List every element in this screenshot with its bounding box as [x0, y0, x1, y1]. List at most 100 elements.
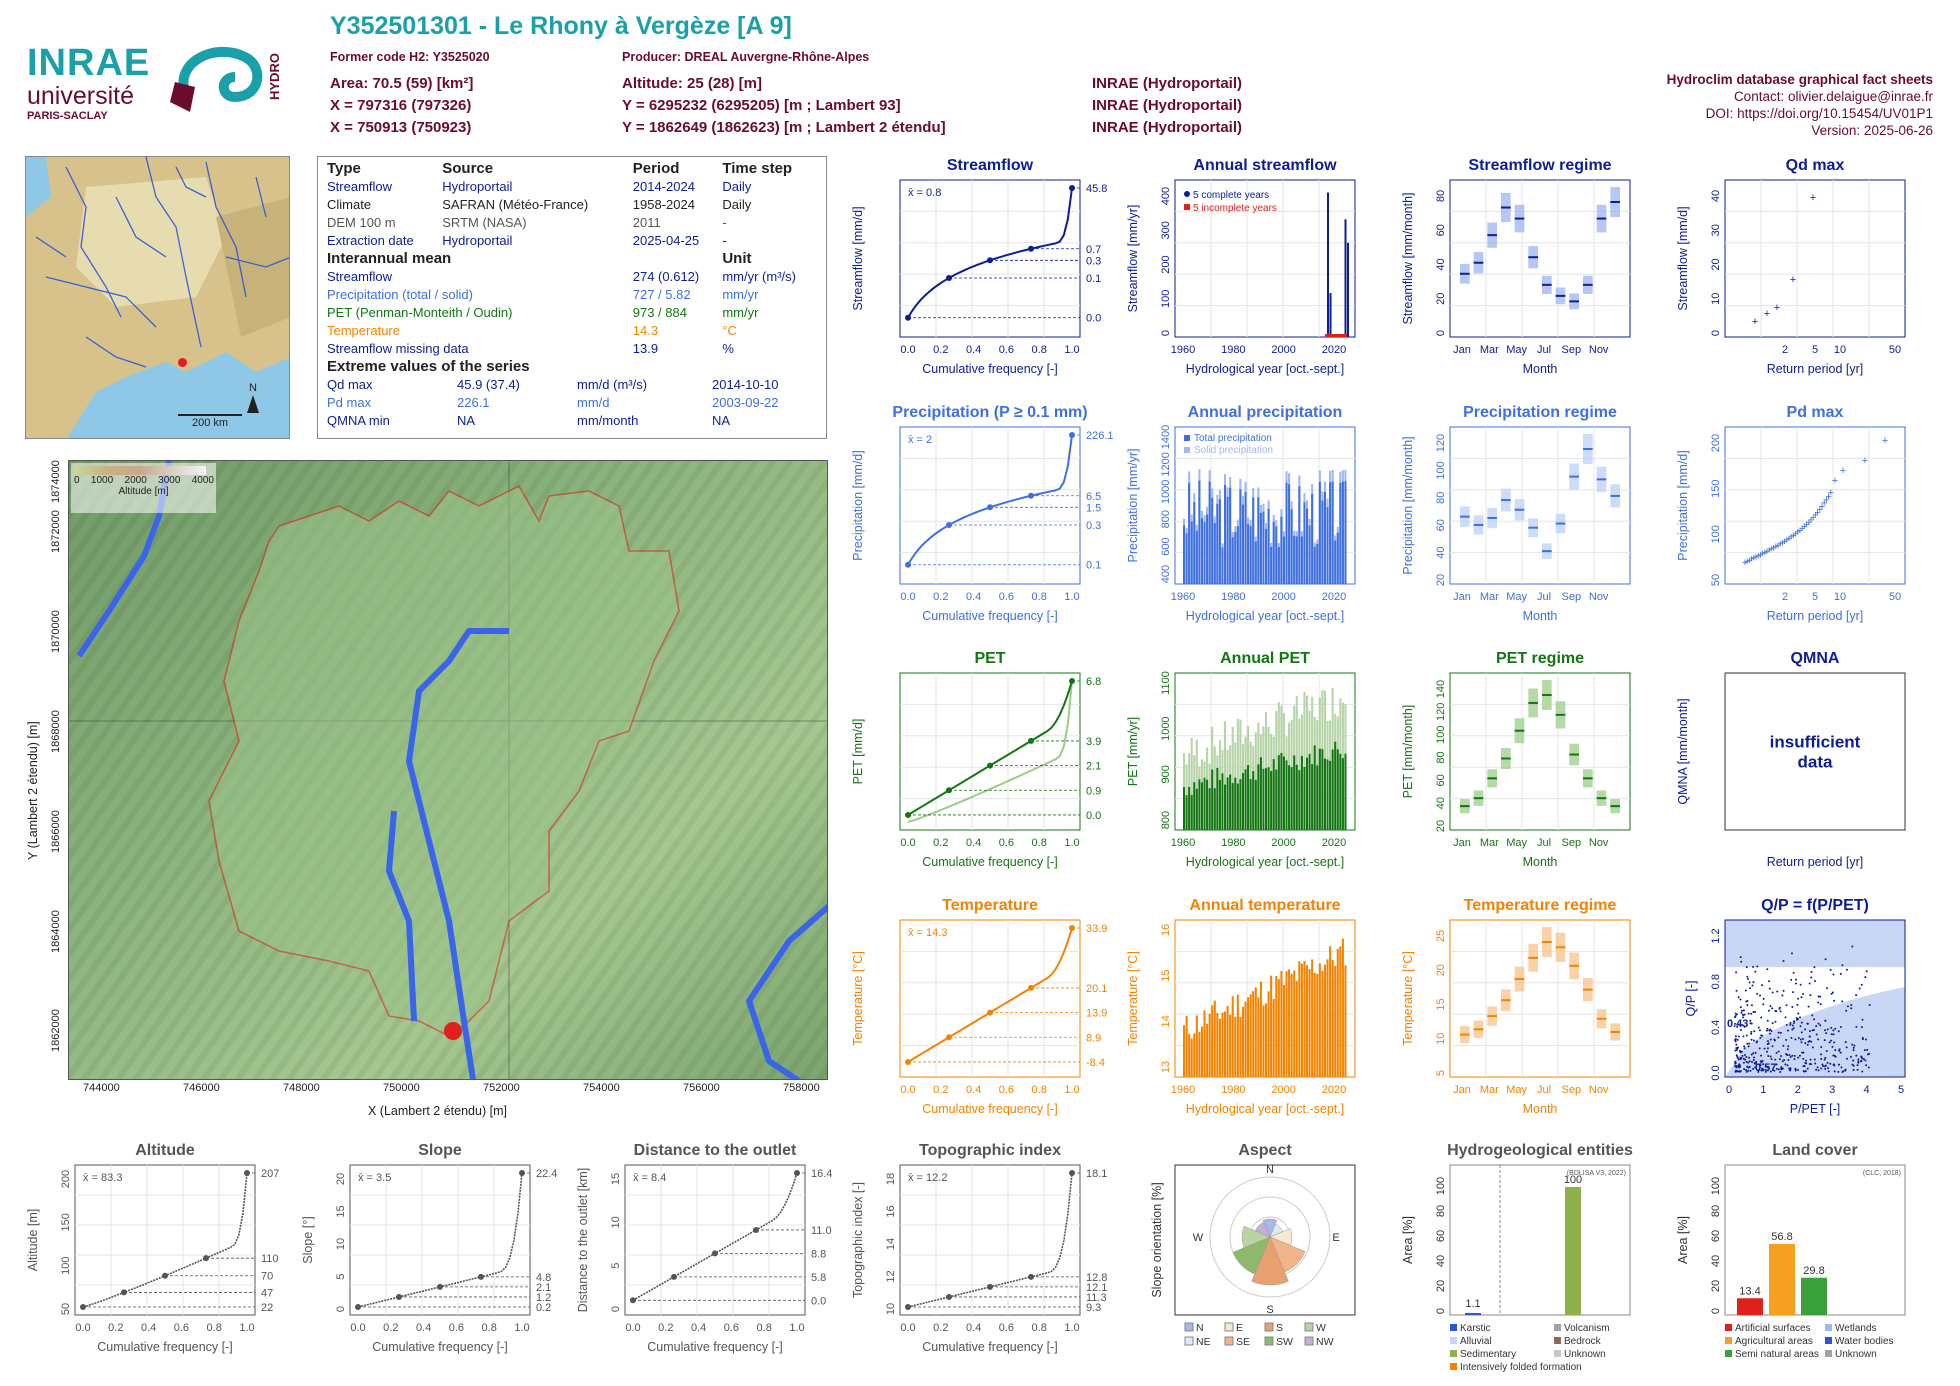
precip-regime-chart: Precipitation regime Precipitation [mm/mo… [1401, 404, 1631, 623]
data-point [1839, 1051, 1842, 1054]
tick-label: Nov [1589, 1084, 1609, 1096]
data-point [1749, 1019, 1752, 1022]
legend-text: Unknown [1835, 1349, 1877, 1360]
data-point [1782, 960, 1785, 963]
plot-frame [349, 1164, 531, 1316]
data-point [1791, 1028, 1794, 1031]
axis-label: Slope [°] [301, 1216, 315, 1263]
streamflow-cdf-chart: Streamflow Streamflow [mm/d] Cumulative fr… [851, 157, 1107, 376]
data-point [1750, 1004, 1753, 1007]
chart-title: Streamflow regime [1468, 157, 1611, 174]
data-point [1791, 1005, 1794, 1008]
data-point [1743, 1025, 1746, 1028]
data-point: + [1748, 554, 1754, 566]
tick-label: 0 [1726, 1084, 1732, 1096]
legend-text: 5 complete years [1193, 190, 1269, 201]
data-point [1789, 1023, 1792, 1026]
data-point [1762, 997, 1765, 1000]
version: Version: 2025-06-26 [1811, 123, 1933, 138]
legend-text: Alluvial [1460, 1336, 1492, 1347]
series-line [632, 1172, 798, 1301]
data-point [1743, 1068, 1746, 1071]
tick-label: 2.1 [536, 1282, 551, 1294]
precip-cdf-chart: Precipitation (P ≥ 0.1 mm) Precipitation … [851, 404, 1114, 623]
bar [1303, 960, 1306, 1077]
bar [1224, 784, 1227, 830]
data-point [1814, 980, 1817, 983]
bar [1254, 779, 1257, 830]
data-point [1777, 1050, 1780, 1053]
data-point: + [1746, 555, 1752, 567]
chart-title: Temperature regime [1464, 897, 1617, 914]
th-step: Time step [722, 160, 793, 177]
bar [1321, 970, 1324, 1077]
bar [1195, 739, 1198, 830]
bar [1265, 529, 1268, 584]
data-point [1808, 1029, 1811, 1032]
tick-label: 33.9 [1086, 923, 1107, 935]
tick-label: 120 [1435, 434, 1447, 452]
tick-label: 200 [1710, 434, 1722, 452]
data-point [1852, 1059, 1855, 1062]
tick-label: 1980 [1221, 591, 1245, 603]
bar [1244, 769, 1247, 830]
tick-label: 13.9 [1086, 1008, 1107, 1020]
bar [1326, 507, 1329, 584]
chart-title: Precipitation (P ≥ 0.1 mm) [892, 404, 1087, 421]
axis-label: Area [%] [1401, 1216, 1415, 1264]
data-point [1820, 1046, 1823, 1049]
data-point [1810, 1040, 1813, 1043]
legend-marker [1184, 1336, 1194, 1346]
axis-label: Month [1523, 855, 1558, 869]
data-point [1752, 965, 1755, 968]
th-type: Type [327, 160, 361, 177]
tick-label: 80 [1435, 492, 1447, 504]
data-point: + [1882, 435, 1888, 447]
legend-text: Wetlands [1835, 1323, 1877, 1334]
altitude-legend: 0 1000 2000 3000 4000 Altitude [m] [71, 463, 216, 513]
bar [1303, 766, 1306, 830]
data-point [1820, 1067, 1823, 1070]
tick-label: 11.0 [811, 1225, 832, 1237]
tick-label: 1200 [1160, 452, 1172, 476]
tick-label: 0.6 [174, 1322, 189, 1334]
data-point [1788, 1067, 1791, 1070]
tick-label: 1.5 [1086, 502, 1101, 514]
legend-marker [1264, 1336, 1274, 1346]
tick-label: 0.7 [1086, 244, 1101, 256]
data-point [1747, 1069, 1750, 1072]
tick-label: 0 [1160, 330, 1172, 336]
tick-label: 3.9 [1086, 736, 1101, 748]
tick-label: 0.0 [900, 1084, 915, 1096]
data-point [1860, 1026, 1863, 1029]
bar [1241, 773, 1244, 830]
data-point [1757, 1070, 1760, 1073]
data-point [1777, 1068, 1780, 1071]
data-point [1762, 1069, 1765, 1072]
data-point [1811, 1029, 1814, 1032]
bar [1336, 749, 1339, 830]
bar [1270, 975, 1273, 1077]
tick-label: 0.6 [999, 1322, 1014, 1334]
source-table: Type Source Period Time step Streamflow Hydr… [325, 160, 819, 358]
tick-label: 1000 [1160, 716, 1172, 740]
data-point [1821, 1063, 1824, 1066]
bar [1241, 504, 1244, 584]
data-point [1789, 1055, 1792, 1058]
bar [1190, 737, 1193, 830]
map-terrain [69, 461, 827, 1079]
data-point [1819, 1053, 1822, 1056]
plot-frame [1174, 179, 1356, 338]
data-point [1742, 1061, 1745, 1064]
bar [1303, 502, 1306, 584]
tick-label: 60 [1435, 224, 1447, 236]
tick-label: 50 [1889, 344, 1901, 356]
bar [1323, 758, 1326, 830]
tick-label: 40 [1435, 1255, 1447, 1267]
data-point [1803, 1070, 1806, 1073]
data-point: + [1862, 455, 1868, 467]
bar [1300, 963, 1303, 1077]
data-point [1769, 1070, 1772, 1073]
bar [1267, 508, 1270, 584]
data-point [1833, 1070, 1836, 1073]
